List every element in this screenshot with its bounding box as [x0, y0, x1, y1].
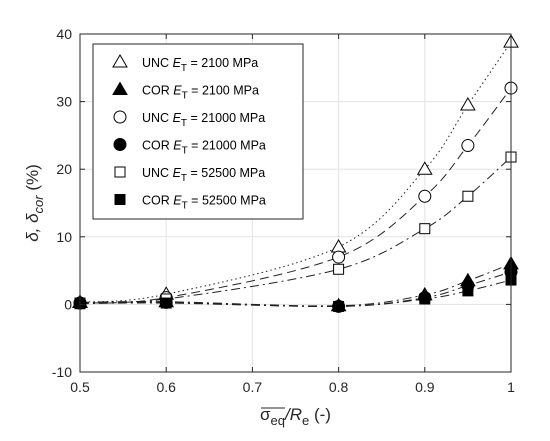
x-axis-label: σeq/Re (-)	[260, 405, 331, 428]
legend-marker-3	[113, 110, 127, 124]
y-tick-label: 0	[64, 296, 72, 312]
legend: UNC ET = 2100 MPa COR ET = 2100 MPa UNC ET…	[92, 43, 304, 220]
legend-label-4: COR ET = 21000 MPa	[142, 139, 266, 157]
series-3-point	[418, 189, 432, 203]
y-label-unit: (%)	[23, 164, 42, 195]
y-tick-label: 40	[56, 26, 72, 42]
legend-label-2: COR ET = 2100 MPa	[142, 84, 259, 102]
x-label-sigma: σ	[260, 405, 271, 424]
x-label-eq: eq	[271, 413, 285, 428]
series-6-point	[419, 293, 431, 305]
x-label-e: e	[302, 413, 309, 428]
series-5-point	[333, 263, 345, 275]
plot-frame	[79, 33, 512, 373]
series-3-point	[332, 250, 346, 264]
series-1-point	[460, 96, 476, 111]
y-tick-label: 30	[56, 94, 72, 110]
y-label-delta: δ, δ	[23, 213, 42, 242]
legend-marker-6	[114, 194, 126, 205]
y-tick-label: 10	[56, 229, 72, 245]
x-tick-label: 0.8	[329, 379, 349, 395]
legend-label-5: UNC ET = 52500 MPa	[142, 166, 265, 184]
series-6-point	[333, 300, 345, 312]
x-tick-label: 0.7	[243, 379, 263, 395]
series-1-point	[416, 161, 433, 175]
series-5-curve	[79, 156, 512, 304]
legend-marker-4	[113, 138, 127, 151]
series-1-point	[330, 238, 347, 253]
x-tick-label: 1	[507, 379, 515, 395]
series-6-point	[160, 297, 172, 309]
x-tick-label: 0.9	[415, 379, 435, 395]
series-3-point	[461, 139, 475, 153]
series-6-curve	[79, 279, 512, 308]
y-tick-label: 20	[56, 161, 72, 177]
legend-marker-5	[114, 166, 126, 178]
x-label-over-r: /R	[284, 405, 302, 424]
x-label-unit: (-)	[309, 405, 331, 424]
x-tick-label: 0.5	[70, 379, 90, 395]
series-5-point	[419, 223, 431, 235]
series-2-curve	[79, 263, 512, 307]
legend-marker-1	[112, 54, 128, 68]
series-6-point	[462, 285, 474, 297]
legend-marker-2	[112, 81, 128, 95]
x-tick-label: 0.6	[156, 379, 176, 395]
y-tick-label: -10	[52, 364, 72, 380]
series-5-point	[462, 190, 474, 202]
tick-labels: 0.5 0.6 0.7 0.8 0.9 1 -10 0 10 20 30 40	[52, 26, 515, 395]
y-label-cor: cor	[31, 195, 46, 214]
legend-box	[92, 43, 304, 220]
legend-label-6: COR ET = 52500 MPa	[142, 194, 266, 212]
legend-label-3: UNC ET = 21000 MPa	[142, 111, 265, 129]
y-axis-label: δ, δcor (%)	[23, 164, 46, 242]
axis-ticks	[79, 33, 512, 373]
legend-label-1: UNC ET = 2100 MPa	[142, 56, 258, 74]
